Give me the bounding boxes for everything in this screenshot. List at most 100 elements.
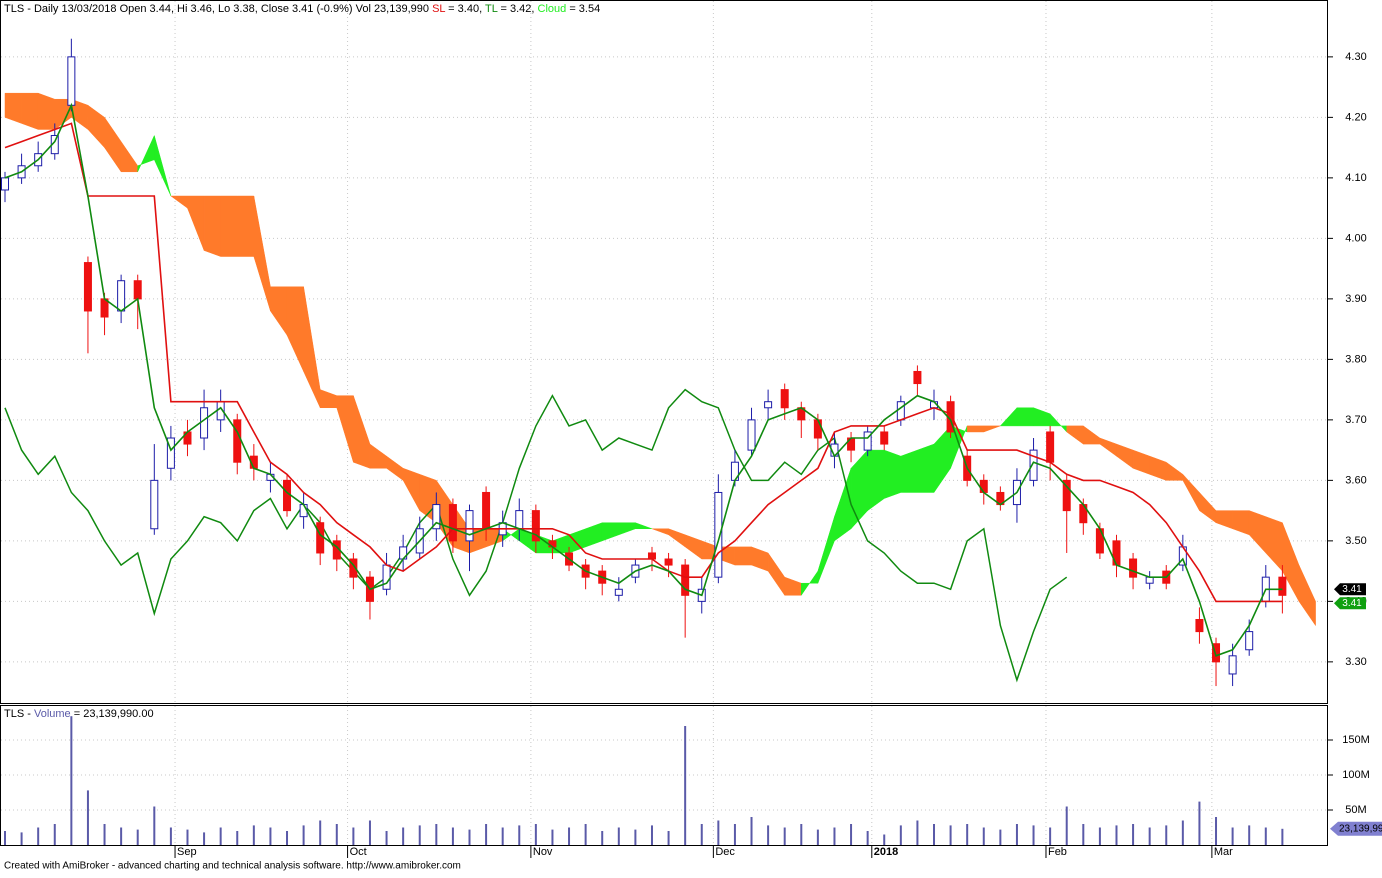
legend-name: Volume (34, 708, 71, 720)
volume-bar (518, 825, 521, 845)
volume-bar (435, 824, 438, 845)
cloud-segment (635, 522, 653, 530)
candle-body (67, 56, 76, 106)
candle-body (482, 491, 491, 530)
volume-bar (783, 827, 786, 845)
candle-body (200, 407, 209, 439)
legend-value: = 3.42 (500, 3, 531, 15)
volume-bar (1098, 827, 1101, 845)
volume-bar (402, 827, 405, 845)
cloud-segment (734, 546, 752, 566)
cloud-segment (21, 92, 39, 130)
y-tick-label: 3.80 (1345, 353, 1366, 365)
volume-bar (252, 825, 255, 845)
candle-body (681, 564, 690, 596)
x-tick-label: Oct (350, 846, 367, 858)
volume-bar (800, 824, 803, 845)
volume-bar (750, 817, 753, 845)
volume-bar (899, 825, 902, 845)
volume-marker-label: 23,139,99 (1339, 823, 1382, 834)
cloud-segment (237, 195, 255, 257)
candle-body (283, 479, 292, 512)
candle-body (780, 389, 789, 409)
y-tick-label: 4.10 (1345, 172, 1366, 184)
volume-header: TLS - Volume = 23,139,990.00 (4, 708, 154, 720)
volume-bar (999, 829, 1002, 845)
candle-body (664, 558, 673, 566)
y-tick-label: 150M (1342, 734, 1370, 746)
volume-bar (385, 831, 388, 845)
candle-body (150, 479, 159, 530)
volume-bar (153, 806, 156, 845)
x-tick-label: Dec (715, 846, 735, 858)
volume-bar (1215, 817, 1218, 845)
chart-title: TLS - Daily 13/03/2018 Open 3.44, Hi 3.4… (4, 3, 429, 15)
y-tick-label: 4.00 (1345, 232, 1366, 244)
legend-name: SL (432, 3, 445, 15)
volume-bar (1264, 827, 1267, 845)
volume-bar (352, 827, 355, 845)
volume-bar (468, 829, 471, 845)
volume-bar (534, 824, 537, 845)
y-tick-label: 3.50 (1345, 535, 1366, 547)
chart-header: TLS - Daily 13/03/2018 Open 3.44, Hi 3.4… (4, 3, 600, 15)
price-marker (1334, 597, 1366, 610)
x-tick-label: 2018 (874, 846, 898, 858)
candle-body (747, 419, 756, 451)
y-tick-label: 3.60 (1345, 474, 1366, 486)
cloud-segment (983, 425, 1001, 433)
price-marker (1334, 583, 1366, 596)
volume-bar (1198, 801, 1201, 845)
volume-bar (86, 790, 89, 845)
volume-bar (717, 820, 720, 845)
volume-bar (1231, 827, 1234, 845)
volume-bar (816, 829, 819, 845)
volume-bar (37, 827, 40, 845)
candle-body (117, 280, 126, 312)
y-tick-label: 100M (1342, 769, 1370, 781)
volume-bar (568, 827, 571, 845)
volume-bar (1115, 825, 1118, 845)
volume-bar (933, 824, 936, 845)
volume-bar (1132, 824, 1135, 845)
volume-bar (1015, 824, 1018, 845)
volume-bar (733, 824, 736, 845)
volume-bar (1248, 825, 1251, 845)
y-tick-label: 3.90 (1345, 293, 1366, 305)
candle-body (432, 504, 441, 530)
volume-title: TLS - (4, 708, 31, 720)
candle-body (1228, 655, 1237, 675)
volume-bar (4, 831, 6, 845)
candle-body (1212, 643, 1221, 663)
volume-bar (833, 827, 836, 845)
volume-bar (1181, 820, 1184, 845)
volume-bar (617, 827, 620, 845)
candle-body (316, 522, 325, 554)
candle-body (764, 401, 773, 409)
candle-body (515, 510, 524, 530)
candle-body (896, 401, 905, 421)
volume-bar (982, 827, 985, 845)
volume-bar (601, 831, 604, 845)
volume-bar (485, 824, 488, 845)
candle-body (1062, 479, 1071, 512)
volume-bar (634, 829, 637, 845)
candle-body (166, 437, 175, 469)
price-marker-label: 3.41 (1342, 584, 1362, 595)
indicator-line (4, 122, 1283, 603)
volume-bar (767, 825, 770, 845)
volume-bar (136, 829, 139, 845)
volume-bar (501, 827, 504, 845)
y-tick-label: 4.30 (1345, 51, 1366, 63)
volume-bar (1049, 827, 1052, 845)
cloud-segment (1016, 407, 1034, 427)
candle-body (1129, 558, 1138, 578)
candle-body (913, 370, 922, 385)
volume-bar (335, 824, 338, 845)
volume-bar (684, 726, 687, 845)
plot-area: 3.303.403.503.603.703.803.904.004.104.20… (1, 1, 1382, 858)
footer: Created with AmiBroker - advanced charti… (4, 861, 461, 872)
candle-body (465, 510, 474, 542)
candle-body (83, 262, 92, 312)
volume-bar (70, 716, 73, 845)
